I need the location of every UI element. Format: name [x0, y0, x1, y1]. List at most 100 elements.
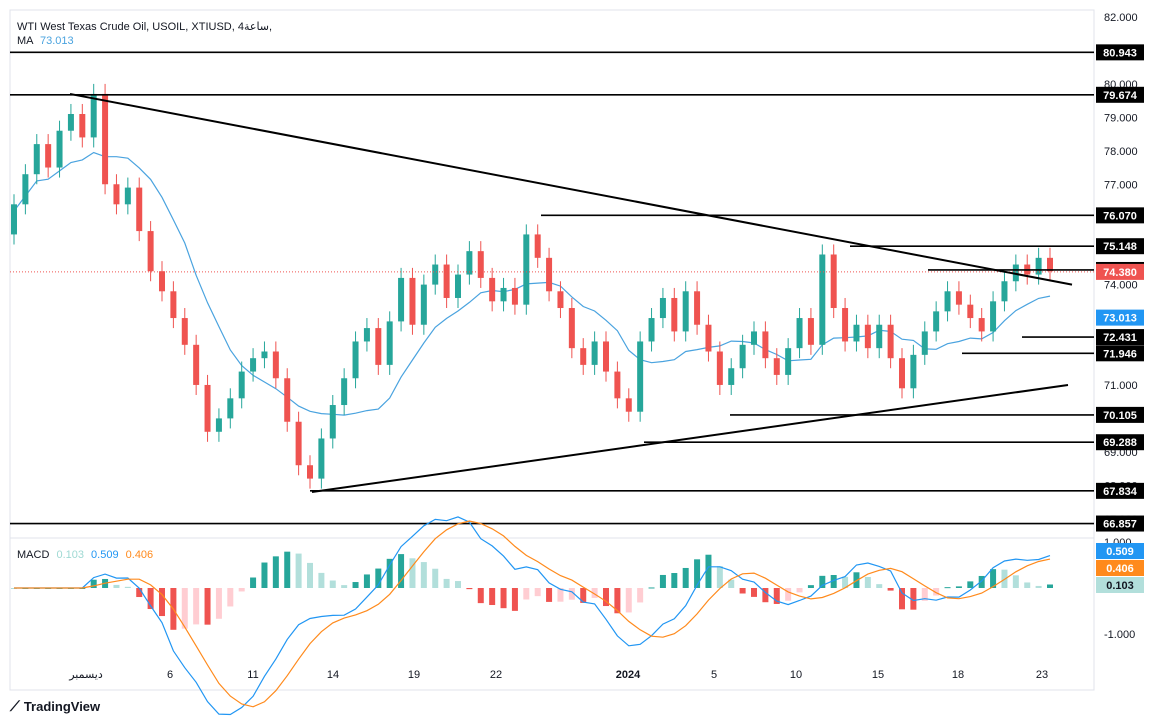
macd-histogram-bar — [420, 562, 427, 588]
price-tick-label: 78.000 — [1104, 146, 1138, 158]
ma-legend: MA 73.013 — [17, 34, 272, 48]
macd-histogram-bar — [842, 576, 849, 588]
tradingview-icon: ⟋ — [10, 698, 20, 714]
axes: 82.00080.00079.00078.00077.00074.00071.0… — [68, 12, 1144, 681]
candle-body — [807, 318, 814, 345]
macd-histogram-bar — [591, 588, 598, 598]
macd-histogram-bar — [341, 585, 348, 588]
candle-body — [147, 231, 154, 272]
ma-value-label: 73.013 — [1103, 313, 1137, 325]
candle-body — [420, 284, 427, 325]
candle-body — [11, 204, 17, 235]
level-label-box — [1096, 515, 1144, 532]
macd-histogram-bar — [193, 588, 200, 625]
candle-body — [978, 318, 985, 332]
candle-body — [659, 297, 666, 319]
macd-histogram-bar — [489, 588, 496, 606]
ma-label: MA — [17, 35, 33, 47]
footer-brand[interactable]: ⟋ TradingView — [10, 698, 100, 715]
macd-histogram-bar — [523, 588, 530, 600]
macd-histogram-bar — [500, 588, 507, 609]
candle-body — [534, 234, 541, 258]
macd-histogram-bar — [1047, 584, 1053, 588]
price-tick-label: 71.000 — [1104, 380, 1138, 392]
level-label: 66.857 — [1103, 519, 1137, 531]
macd-histogram-bar — [238, 588, 245, 592]
macd-histogram-bar — [625, 588, 632, 613]
trend-drawings — [10, 51, 1094, 525]
price-tick-label: 79.000 — [1104, 112, 1138, 124]
candle-body — [580, 348, 587, 365]
candle-body — [899, 358, 905, 389]
candle-body — [1035, 257, 1042, 275]
macd-histogram-bar — [147, 588, 154, 610]
moving-average-line — [13, 151, 1051, 416]
macd-histogram-bar — [637, 588, 644, 603]
macd-histogram-bar — [307, 562, 313, 588]
macd-histogram-bar — [568, 588, 575, 600]
macd-histogram-bar — [227, 588, 234, 607]
price-tick-label: 82.000 — [1104, 12, 1138, 24]
candle-body — [1001, 281, 1008, 302]
level-label: 72.431 — [1103, 332, 1137, 344]
macd-histogram-bar — [659, 574, 666, 588]
time-tick-label: 19 — [408, 669, 420, 681]
level-label: 79.674 — [1103, 90, 1138, 102]
macd-histogram-bar — [751, 588, 757, 597]
ma-line — [13, 151, 1051, 416]
macd-hist-axis-label-box — [1096, 577, 1144, 593]
macd-histogram-bar — [580, 588, 587, 603]
candle-body — [842, 308, 849, 342]
time-tick-label: 22 — [490, 669, 502, 681]
candle-body — [318, 438, 325, 479]
candle-body — [1047, 257, 1053, 272]
macd-histogram-bar — [557, 588, 564, 602]
candle-body — [716, 351, 723, 385]
macd-histogram-bar — [477, 588, 484, 604]
candle-body — [443, 264, 450, 298]
candle-body — [739, 344, 746, 369]
level-label-box — [1096, 86, 1144, 103]
current-price-label: 74.380 — [1103, 267, 1137, 279]
signal-line — [14, 520, 1051, 708]
level-label-box — [1096, 406, 1144, 423]
tradingview-logo-text: TradingView — [23, 699, 101, 714]
candle-body — [45, 144, 52, 168]
candle-body — [56, 130, 63, 168]
candle-body — [329, 405, 336, 439]
macd-line-value: 0.509 — [91, 549, 119, 561]
candle-body — [307, 465, 313, 479]
macd-histogram-bar — [876, 584, 883, 588]
macd-histogram-bar — [603, 588, 609, 607]
level-label: 76.070 — [1103, 210, 1137, 222]
candle-body — [33, 144, 40, 175]
macd-histogram-bar — [159, 588, 165, 617]
macd-histogram-bar — [386, 558, 393, 588]
macd-line-axis-label: 0.509 — [1106, 546, 1134, 558]
candle-body — [751, 331, 757, 345]
candle-body — [284, 378, 291, 422]
macd-histogram-bar — [807, 585, 814, 588]
macd-tick-label: -1.000 — [1104, 629, 1135, 641]
candle-body — [967, 304, 974, 319]
macd-histogram-bar — [910, 588, 917, 610]
candle-body — [215, 418, 222, 432]
current-price-box — [1096, 263, 1144, 280]
level-label-box — [1096, 434, 1144, 451]
macd-histogram-bar — [466, 588, 473, 590]
candle-body — [705, 324, 712, 352]
signal-line-value: 0.406 — [125, 549, 154, 561]
macd-histogram-bar — [830, 575, 837, 588]
candle-body — [409, 277, 416, 325]
macd-histogram-bar — [944, 587, 951, 589]
candle-body — [204, 384, 211, 432]
macd-histogram-bar — [511, 588, 518, 611]
macd-histogram-bar — [933, 588, 940, 596]
candle-body — [591, 341, 598, 365]
macd-histogram-bar — [705, 554, 712, 588]
macd-histogram-bar — [90, 579, 97, 588]
candle-body — [921, 331, 928, 355]
grid — [9, 9, 1095, 691]
macd-histogram-bar — [375, 568, 382, 588]
time-tick-label: 6 — [167, 669, 173, 681]
